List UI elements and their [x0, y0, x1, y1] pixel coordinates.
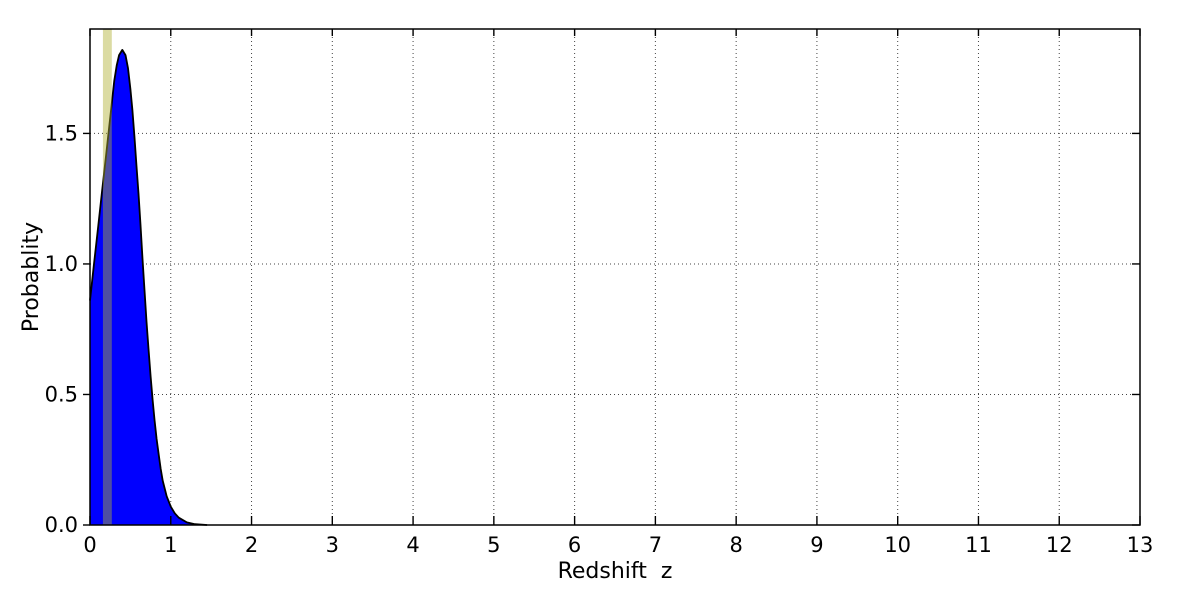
- x-tick-label: 10: [884, 533, 911, 557]
- x-tick-label: 6: [568, 533, 581, 557]
- x-tick-label: 5: [487, 533, 500, 557]
- x-axis-label: Redshift z: [558, 559, 673, 584]
- highlight-redshift-band: [102, 29, 112, 525]
- x-tick-label: 13: [1127, 533, 1154, 557]
- x-tick-label: 7: [649, 533, 662, 557]
- axes-frame: [89, 28, 1141, 526]
- x-tick-label: 2: [245, 533, 258, 557]
- x-tick-label: 1: [164, 533, 177, 557]
- x-tick-label: 11: [965, 533, 992, 557]
- x-tick-label: 9: [810, 533, 823, 557]
- pdf-fill: [90, 49, 208, 526]
- y-tick-label: 1.5: [45, 121, 78, 145]
- y-tick-label: 1.0: [45, 252, 78, 276]
- x-tick-label: 8: [729, 533, 742, 557]
- x-tick-label: 4: [406, 533, 419, 557]
- x-tick-label: 0: [83, 533, 96, 557]
- y-tick-label: 0.5: [45, 382, 78, 406]
- y-tick-label: 0.0: [45, 513, 78, 537]
- x-tick-label: 12: [1046, 533, 1073, 557]
- pdf-outline: [89, 49, 208, 526]
- y-axis-label: Probablity: [19, 222, 44, 332]
- x-tick-label: 3: [326, 533, 339, 557]
